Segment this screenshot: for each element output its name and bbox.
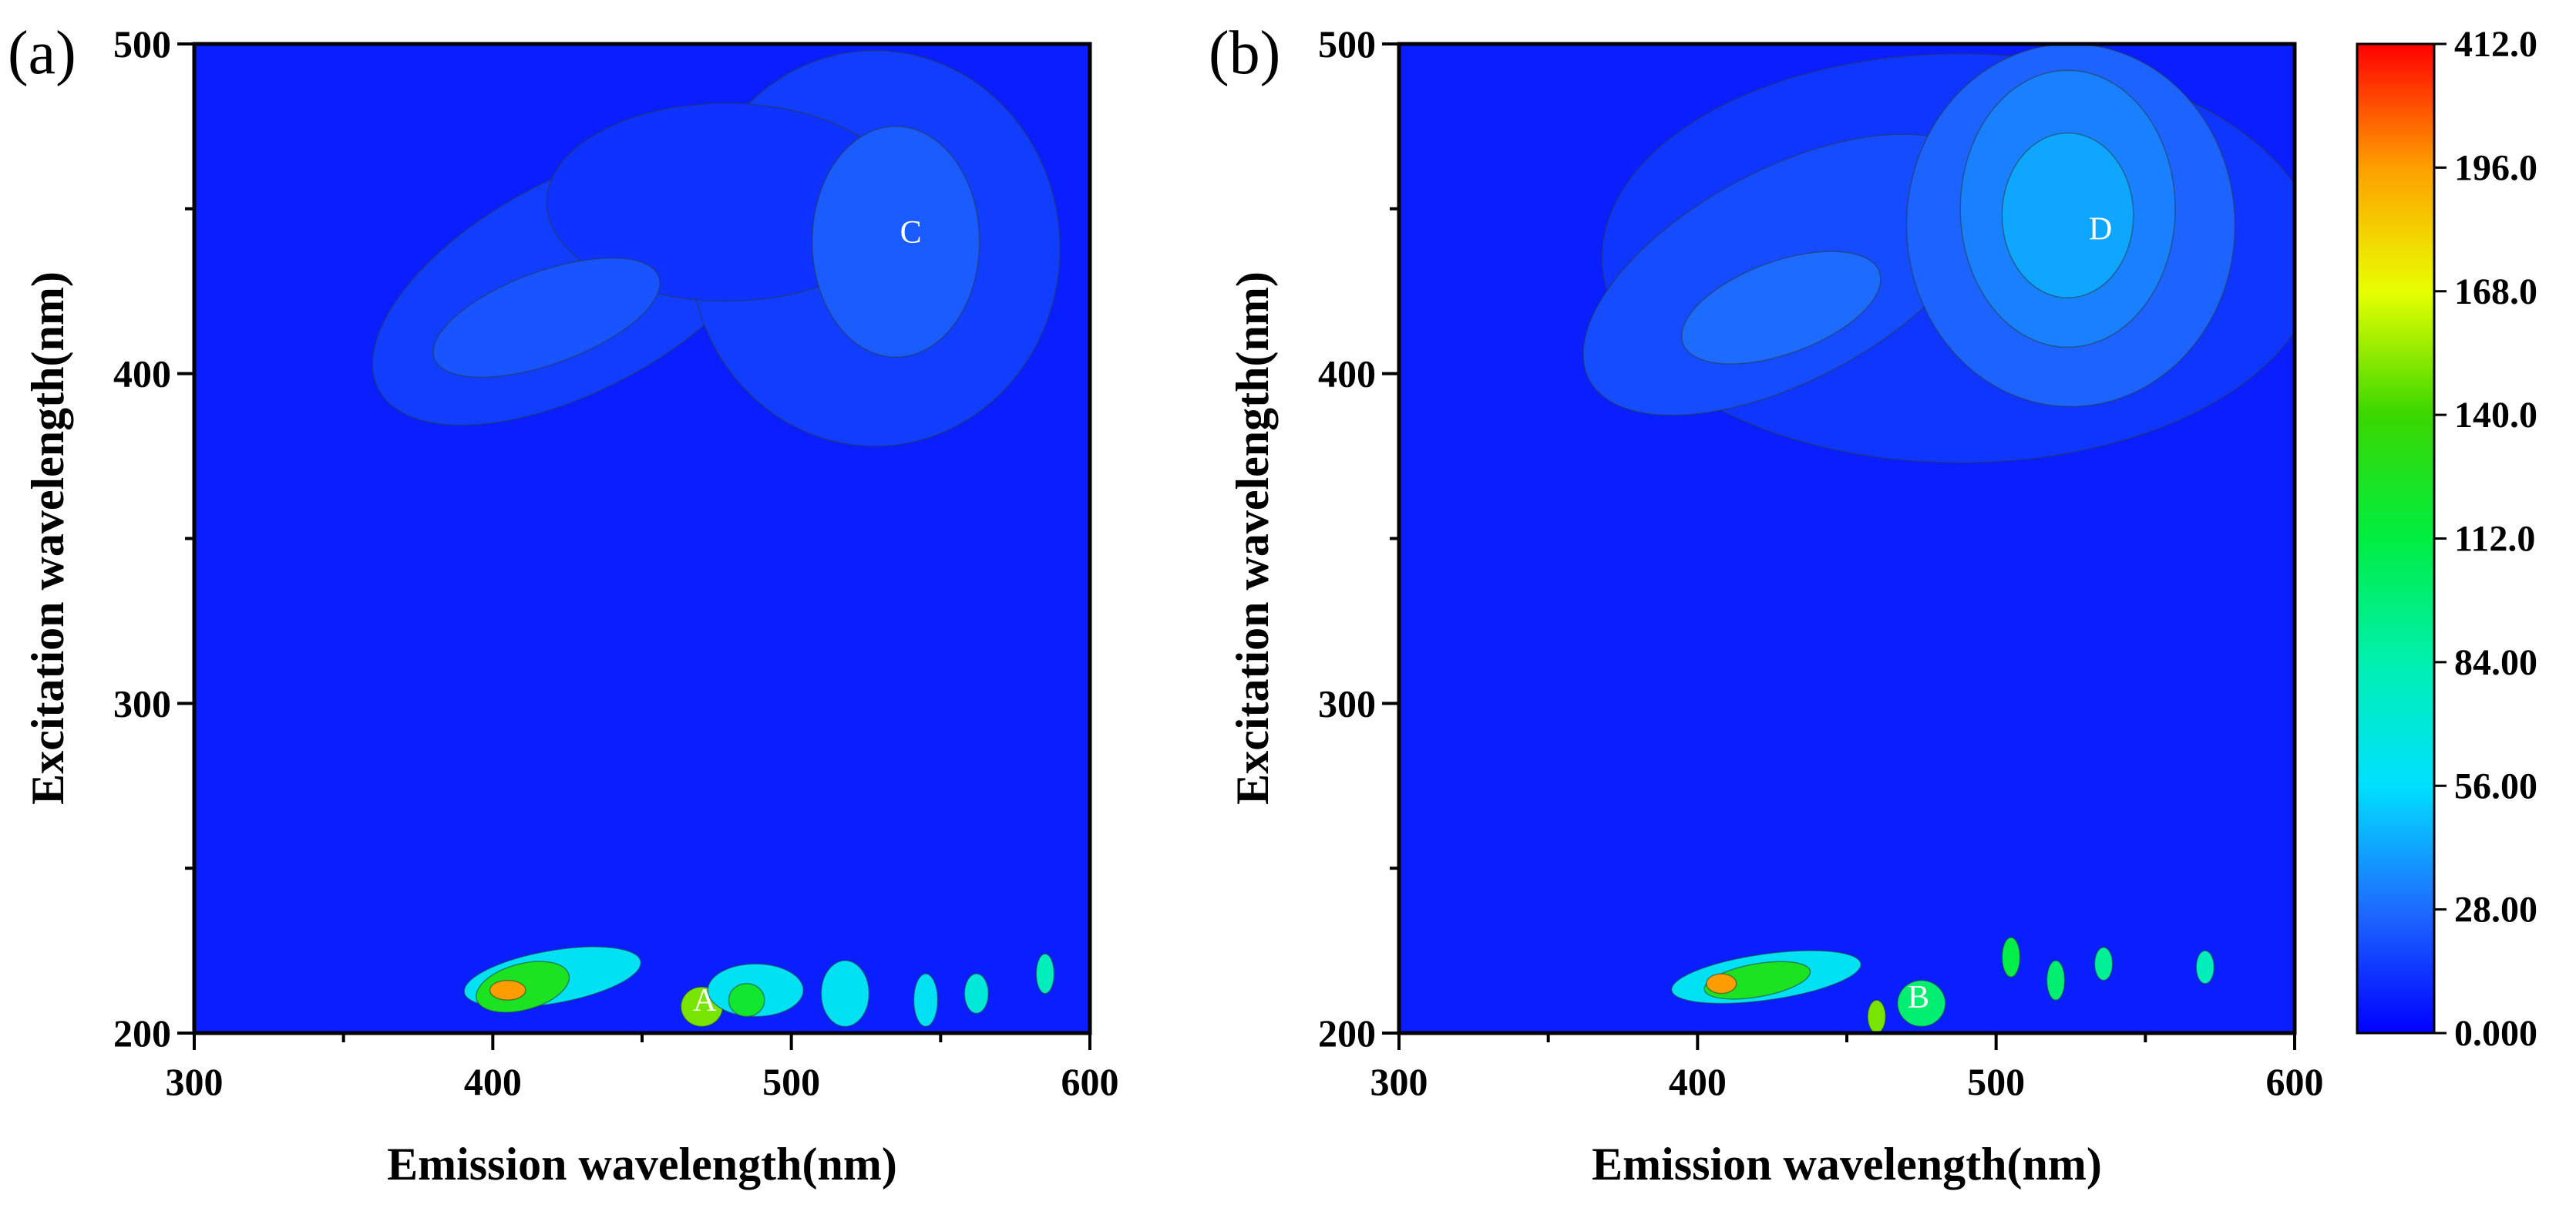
- colorbar-ticks: 0.000 28.00 56.00 84.00 112.0 140.0 168.0 196.0…: [2434, 24, 2537, 1054]
- y-axis-a: 200 300 400 500: [113, 22, 194, 1055]
- peak-label-c: C: [900, 215, 922, 251]
- contour-region-a-10: [728, 983, 765, 1018]
- contour-region-a-11: [820, 960, 870, 1028]
- colorbar-label-5: 140.0: [2454, 395, 2537, 436]
- contour-layer-a: [372, 49, 1061, 1028]
- peak-labels-b: DB: [1908, 212, 2112, 1016]
- contour-region-b-12: [2093, 947, 2114, 981]
- colorbar: 0.000 28.00 56.00 84.00 112.0 140.0 168.0 196.0…: [2356, 24, 2537, 1054]
- x-tick-label-a-600: 600: [1061, 1060, 1119, 1103]
- peak-labels-a: CA: [693, 215, 921, 1018]
- contour-region-b-14: [1867, 999, 1887, 1033]
- x-tick-label-b-300: 300: [1370, 1060, 1428, 1103]
- colorbar-label-0: 0.000: [2454, 1013, 2537, 1054]
- colorbar-label-1: 28.00: [2454, 890, 2537, 931]
- contour-region-b-11: [2046, 960, 2066, 1001]
- contour-region-b-10: [2001, 937, 2021, 978]
- colorbar-label-8: 412.0: [2454, 24, 2537, 65]
- contour-region-b-3: [1680, 251, 1882, 365]
- y-axis-title-b: Excitation wavelength(nm): [1227, 271, 1278, 805]
- x-axis-title-a: Emission wavelength(nm): [387, 1139, 897, 1190]
- x-tick-label-a-300: 300: [166, 1060, 224, 1103]
- y-tick-label-a-400: 400: [113, 352, 171, 395]
- x-axis-a: 300 400 500 600: [166, 1033, 1119, 1103]
- y-axis-b: 200 300 400 500: [1318, 22, 1399, 1055]
- colorbar-label-4: 112.0: [2454, 519, 2535, 560]
- contour-region-a-7: [489, 979, 526, 1001]
- peak-label-b: B: [1908, 980, 1929, 1015]
- panel-label-a: (a): [8, 19, 76, 87]
- y-tick-label-b-400: 400: [1318, 352, 1376, 395]
- colorbar-label-2: 56.00: [2454, 766, 2537, 806]
- y-tick-label-b-300: 300: [1318, 682, 1376, 725]
- x-axis-title-b: Emission wavelength(nm): [1592, 1139, 2102, 1190]
- y-tick-label-b-500: 500: [1318, 22, 1376, 66]
- peak-label-d: D: [2089, 212, 2112, 247]
- x-tick-label-a-500: 500: [762, 1060, 820, 1103]
- contour-region-a-4: [811, 126, 980, 358]
- y-tick-label-a-300: 300: [113, 682, 171, 725]
- contour-region-b-8: [1706, 973, 1737, 995]
- y-tick-label-a-200: 200: [113, 1011, 171, 1055]
- y-axis-title-a: Excitation wavelength(nm): [22, 271, 73, 805]
- x-tick-label-b-400: 400: [1669, 1060, 1727, 1103]
- x-axis-b: 300 400 500 600: [1370, 1033, 2324, 1103]
- colorbar-label-6: 168.0: [2454, 271, 2537, 312]
- contour-region-a-12: [913, 973, 939, 1028]
- x-tick-label-b-600: 600: [2266, 1060, 2324, 1103]
- contour-region-a-14: [1035, 953, 1055, 995]
- contour-region-b-13: [2195, 950, 2215, 985]
- x-tick-label-a-400: 400: [464, 1060, 522, 1103]
- colorbar-label-7: 196.0: [2454, 147, 2537, 188]
- panel-label-b: (b): [1209, 19, 1280, 87]
- contour-region-a-13: [963, 973, 990, 1015]
- contour-region-b-9: [1897, 979, 1946, 1028]
- peak-label-a: A: [693, 983, 717, 1018]
- y-tick-label-a-500: 500: [113, 22, 171, 66]
- y-tick-label-b-200: 200: [1318, 1011, 1376, 1055]
- contour-region-a-3: [432, 257, 661, 379]
- contour-region-b-5: [2001, 132, 2134, 299]
- x-tick-label-b-500: 500: [1967, 1060, 2025, 1103]
- colorbar-scale: [2357, 44, 2434, 1033]
- contour-layer-b: [1582, 44, 2295, 1033]
- colorbar-label-3: 84.00: [2454, 642, 2537, 683]
